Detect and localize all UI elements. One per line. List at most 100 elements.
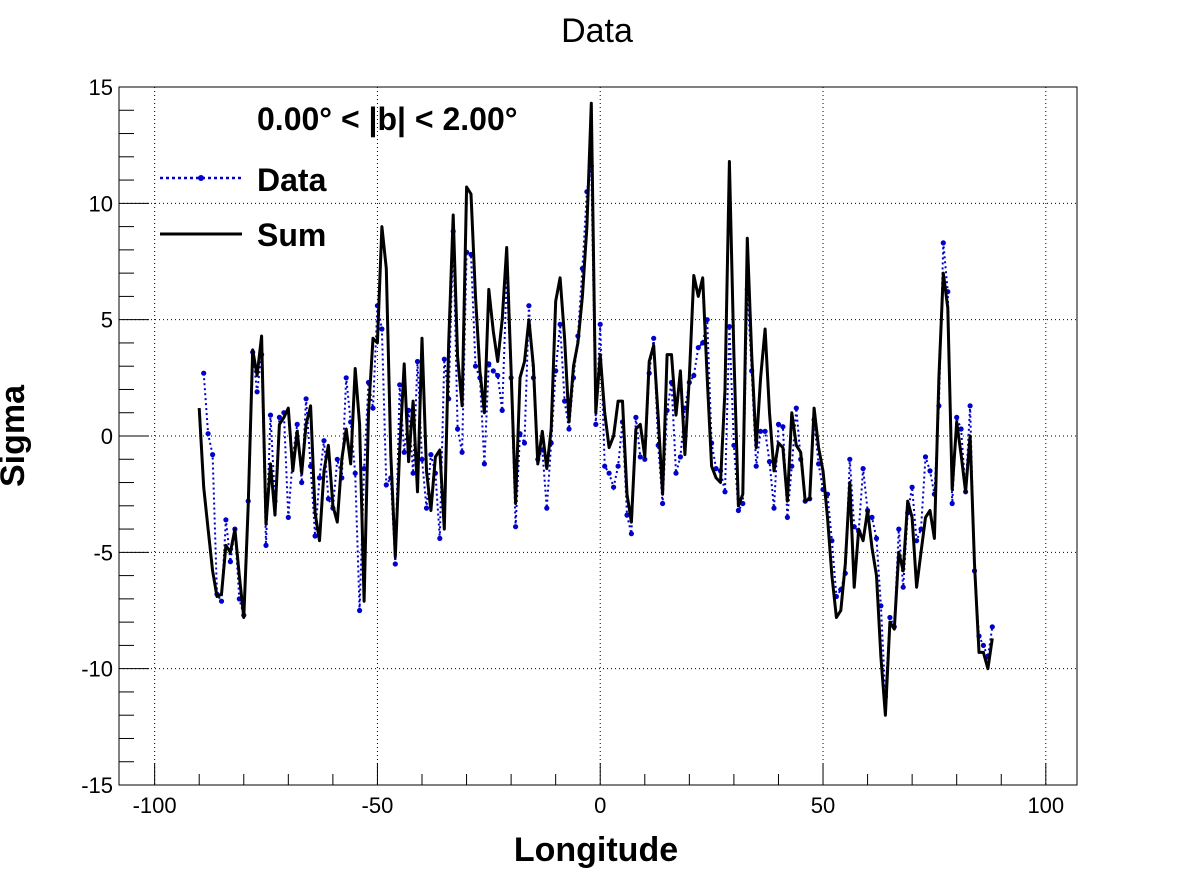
data-point [544, 505, 550, 511]
data-point [628, 531, 635, 537]
data-point [615, 463, 621, 469]
data-point [254, 389, 260, 395]
data-point [566, 426, 572, 432]
data-point [267, 412, 274, 418]
y-tick-label: -10 [81, 657, 113, 682]
data-point [361, 466, 367, 472]
x-tick-label: 50 [811, 793, 835, 818]
data-point [766, 459, 773, 465]
data-point [780, 424, 786, 430]
data-point [437, 535, 443, 542]
data-point [499, 407, 505, 413]
data-point [263, 542, 269, 549]
data-point [784, 514, 791, 521]
data-point [642, 456, 648, 462]
data-point [651, 335, 657, 341]
y-tick-label: -15 [81, 773, 113, 798]
data-point [958, 426, 964, 432]
legend-annotation: 0.00° < |b| < 2.00° [257, 101, 518, 137]
data-point [210, 452, 216, 458]
data-point [691, 372, 697, 379]
y-tick-label: 10 [89, 191, 113, 216]
series-layer [197, 101, 995, 717]
x-tick-label: -50 [362, 793, 394, 818]
data-point [325, 496, 331, 502]
data-point [459, 449, 465, 455]
y-tick-label: 5 [101, 308, 113, 333]
legend: 0.00° < |b| < 2.00° Data Sum [160, 101, 518, 253]
data-point [793, 405, 799, 411]
y-tick-label: 0 [101, 424, 113, 449]
data-point [495, 372, 501, 379]
data-point [481, 461, 487, 467]
data-point [401, 449, 407, 455]
data-point [557, 321, 563, 327]
legend-sum-label: Sum [257, 217, 326, 253]
data-point [526, 303, 532, 309]
data-point [633, 414, 639, 420]
data-point [726, 324, 733, 330]
data-point [321, 438, 327, 444]
data-point [316, 475, 323, 481]
data-point [562, 398, 568, 404]
data-point [673, 470, 679, 476]
data-point [294, 421, 300, 427]
data-point [428, 452, 434, 458]
data-point [954, 414, 960, 420]
data-point [896, 526, 902, 532]
data-point [201, 370, 207, 376]
y-axis-title: Sigma [0, 384, 32, 487]
legend-data-marker-sample [198, 175, 204, 181]
data-point [379, 326, 385, 332]
data-point [762, 428, 768, 434]
x-tick-label: 100 [1027, 793, 1064, 818]
data-point [900, 584, 906, 590]
data-point [593, 421, 599, 427]
tick-layer [119, 86, 1047, 786]
x-axis-title: Longitude [514, 831, 678, 869]
data-point [873, 535, 880, 542]
data-point [909, 484, 915, 490]
data-point [285, 514, 291, 521]
data-point [847, 456, 853, 462]
data-point [455, 426, 461, 432]
data-point [472, 363, 479, 369]
data-point [423, 505, 430, 511]
data-point [352, 470, 358, 476]
data-point [343, 375, 349, 381]
data-point [637, 454, 643, 460]
data-point [860, 466, 866, 472]
data-point [980, 642, 987, 649]
data-point [597, 321, 603, 327]
x-tick-label: -100 [133, 793, 177, 818]
data-point [410, 470, 416, 476]
data-point [419, 456, 425, 462]
data-point [303, 396, 309, 402]
data-point [611, 484, 617, 490]
series-sum-line [197, 101, 994, 717]
data-point [753, 463, 759, 469]
data-point [775, 421, 782, 427]
data-point [205, 431, 211, 437]
data-point [713, 466, 719, 472]
data-point [816, 461, 822, 467]
data-point [677, 454, 684, 460]
chart-title: Data [561, 12, 633, 50]
data-point [218, 598, 225, 604]
data-point [334, 456, 340, 462]
data-point [624, 512, 630, 518]
data-point [227, 559, 233, 565]
data-point [735, 507, 742, 514]
data-point [299, 479, 305, 486]
data-point [887, 614, 893, 621]
data-point [602, 463, 608, 469]
data-point [771, 505, 777, 511]
data-point [740, 500, 746, 507]
data-point [490, 368, 496, 374]
data-point [357, 607, 363, 614]
data-point [758, 428, 764, 434]
data-point [922, 454, 929, 460]
data-point [441, 356, 447, 362]
